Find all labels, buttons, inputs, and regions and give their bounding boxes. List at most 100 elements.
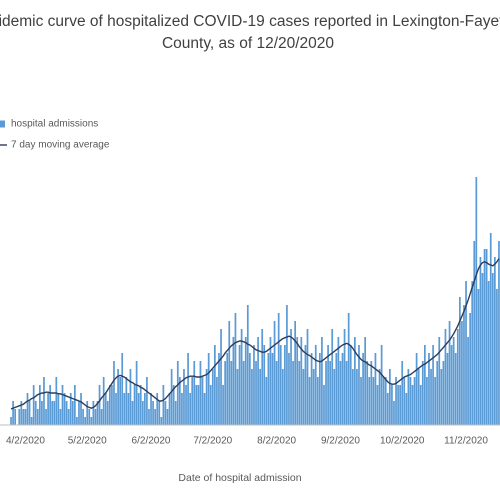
bar <box>281 369 284 425</box>
bar <box>67 409 70 425</box>
bar <box>479 257 482 425</box>
bar <box>59 409 62 425</box>
bar <box>148 409 150 425</box>
bar <box>12 401 14 425</box>
bar <box>34 401 37 425</box>
bar <box>306 329 309 425</box>
bar <box>257 337 259 425</box>
bar <box>275 361 278 425</box>
bar <box>84 417 87 425</box>
bar <box>139 385 142 425</box>
bar <box>92 401 95 425</box>
bar <box>283 345 286 425</box>
bar <box>473 241 476 425</box>
bar <box>421 361 424 425</box>
bar <box>463 305 465 425</box>
bar <box>411 385 414 425</box>
bar <box>263 345 266 425</box>
bar <box>86 401 89 425</box>
bar <box>333 369 336 425</box>
legend-swatch <box>0 120 5 128</box>
bar <box>152 401 154 425</box>
bar <box>393 401 395 425</box>
bar <box>343 329 346 425</box>
bar <box>308 377 311 425</box>
bar <box>292 361 294 425</box>
x-tick-label: 11/2/2020 <box>444 436 488 447</box>
bar <box>279 345 282 425</box>
bar <box>43 377 45 425</box>
bar <box>55 377 58 425</box>
bar <box>22 409 25 425</box>
bar <box>358 345 360 425</box>
bar <box>413 377 416 425</box>
bar <box>405 393 408 425</box>
bar <box>286 305 288 425</box>
bar <box>131 401 134 425</box>
bar <box>141 401 144 425</box>
bar <box>106 401 109 425</box>
bar <box>61 385 64 425</box>
bar <box>325 361 327 425</box>
bar <box>127 393 130 425</box>
bar <box>170 369 173 425</box>
bar <box>18 409 21 425</box>
bar <box>88 409 91 425</box>
bar <box>172 385 175 425</box>
bar <box>125 377 128 425</box>
bar <box>452 337 455 425</box>
x-tick-label: 5/2/2020 <box>68 436 107 447</box>
bar <box>454 353 457 425</box>
legend-label: 7 day moving average <box>11 140 110 151</box>
bar <box>314 345 317 425</box>
x-tick-label: 6/2/2020 <box>132 436 171 447</box>
bar <box>224 361 227 425</box>
bar <box>430 369 432 425</box>
bar <box>113 361 115 425</box>
bar <box>115 393 117 425</box>
bar <box>409 377 412 425</box>
bar <box>193 361 196 425</box>
bar <box>356 369 358 425</box>
bar <box>248 353 251 425</box>
bar <box>277 313 280 425</box>
bar <box>442 361 445 425</box>
bar <box>294 321 297 425</box>
bar <box>347 313 350 425</box>
bar <box>199 361 202 425</box>
bar <box>123 393 126 425</box>
bar <box>471 281 474 425</box>
bar <box>265 377 268 425</box>
bar <box>222 385 224 425</box>
bar <box>434 377 437 425</box>
bar <box>461 321 463 425</box>
bar <box>216 377 218 425</box>
bar <box>407 369 410 425</box>
bar <box>20 401 23 425</box>
bar <box>178 377 181 425</box>
bar <box>228 321 231 425</box>
bar <box>207 353 210 425</box>
bar <box>183 369 185 425</box>
bar <box>244 337 247 425</box>
legend-label: hospital admissions <box>11 119 98 130</box>
bar <box>450 345 453 425</box>
bar <box>312 369 315 425</box>
bar <box>135 361 138 425</box>
bar <box>487 281 490 425</box>
bar <box>310 353 313 425</box>
bar <box>372 377 375 425</box>
bar <box>30 417 33 425</box>
bar <box>203 393 206 425</box>
bar <box>238 345 241 425</box>
bar <box>76 417 78 425</box>
bar <box>351 369 354 425</box>
bar <box>111 385 113 425</box>
bar <box>220 329 222 425</box>
bar <box>498 241 500 425</box>
bar <box>302 369 305 425</box>
bar <box>129 369 132 425</box>
bar <box>176 361 179 425</box>
x-tick-label: 7/2/2020 <box>193 436 232 447</box>
